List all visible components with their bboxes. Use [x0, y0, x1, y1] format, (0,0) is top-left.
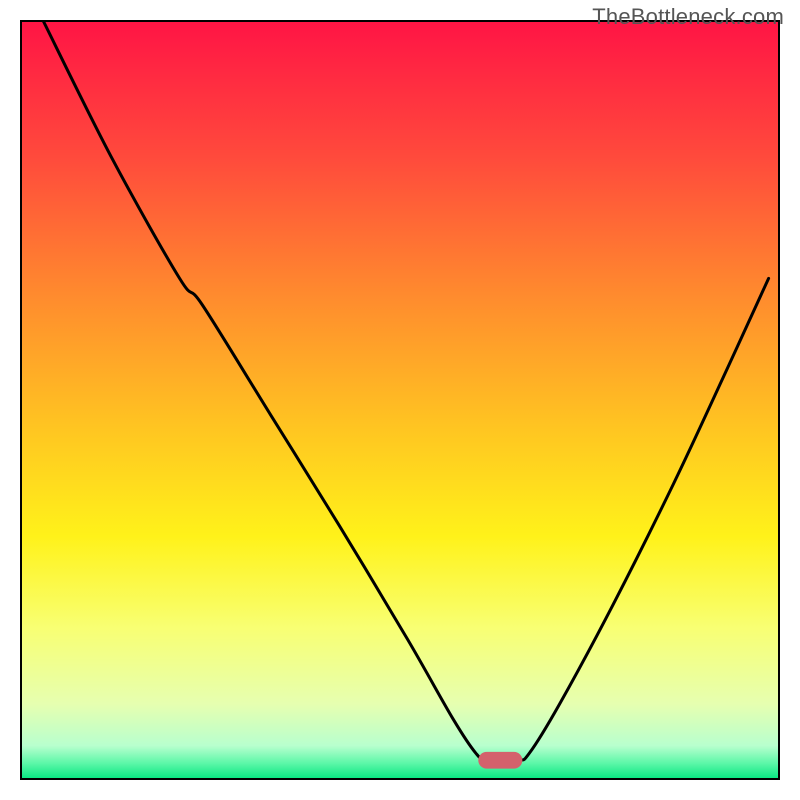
chart-root: TheBottleneck.com: [0, 0, 800, 800]
gradient-background: [20, 20, 780, 780]
optimal-marker: [478, 752, 522, 769]
plot-area: [20, 20, 780, 780]
watermark-text: TheBottleneck.com: [592, 4, 784, 30]
bottleneck-curve-chart: [20, 20, 780, 780]
